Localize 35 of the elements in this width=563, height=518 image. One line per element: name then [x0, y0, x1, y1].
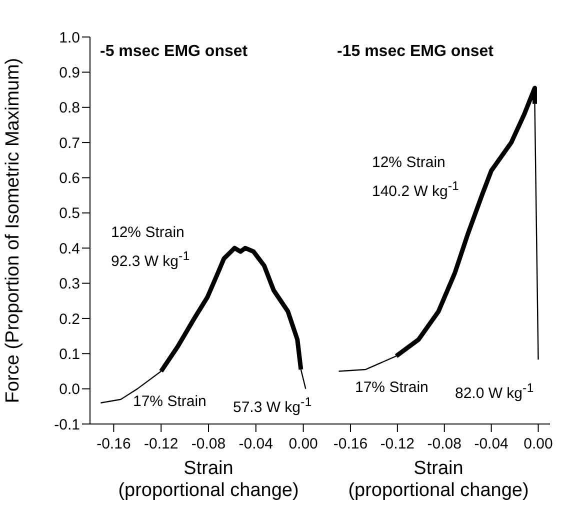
x-tick-label: -0.04 — [474, 436, 508, 453]
y-tick-label: 1.0 — [59, 29, 80, 46]
x-axis-title: Strain (proportional change) — [118, 458, 299, 501]
x-tick-label: -0.08 — [427, 436, 462, 453]
x-tick-label: -0.04 — [238, 436, 273, 453]
y-tick-label: 0.1 — [59, 346, 80, 363]
annotation: 140.2 W kg$^{-1}$ — [372, 178, 459, 201]
chart-title: -5 msec EMG onset — [100, 43, 248, 61]
y-tick-label: 0.4 — [59, 240, 80, 258]
y-tick-label: 0.3 — [59, 276, 80, 293]
annotation: 17% Strain — [133, 393, 206, 411]
x-tick-label: 0.00 — [524, 436, 553, 453]
x-tick-label: -0.12 — [144, 436, 178, 453]
annotation: 82.0 W kg$^{-1}$ — [455, 380, 534, 403]
y-tick-label: 0.5 — [59, 205, 80, 222]
y-tick-label: 0.6 — [59, 170, 80, 188]
y-tick-label: 0.2 — [59, 310, 80, 328]
annotation: 12% Strain — [372, 154, 446, 172]
annotation: 92.3 W kg$^{-1}$ — [111, 248, 190, 271]
x-tick-label: 0.00 — [288, 436, 318, 453]
y-tick-label: -0.1 — [54, 416, 80, 434]
annotation: 12% Strain — [111, 224, 184, 242]
chart-title: -15 msec EMG onset — [337, 43, 494, 61]
x-tick-label: -0.08 — [191, 436, 226, 453]
annotation: 17% Strain — [355, 379, 428, 397]
y-tick-label: 0.8 — [59, 100, 80, 117]
annotation: 57.3 W kg$^{-1}$ — [233, 394, 312, 417]
x-tick-label: -0.12 — [380, 436, 415, 453]
x-tick-label: -0.16 — [333, 436, 368, 453]
y-tick-label: 0.7 — [59, 134, 80, 152]
y-tick-label: 0.0 — [59, 381, 80, 398]
x-tick-label: -0.16 — [96, 436, 131, 453]
y-axis-title: Force (Proportion of Isometric Maximum) — [2, 58, 24, 404]
y-tick-label: 0.9 — [59, 64, 80, 82]
x-axis-title: Strain (proportional change) — [348, 458, 529, 501]
